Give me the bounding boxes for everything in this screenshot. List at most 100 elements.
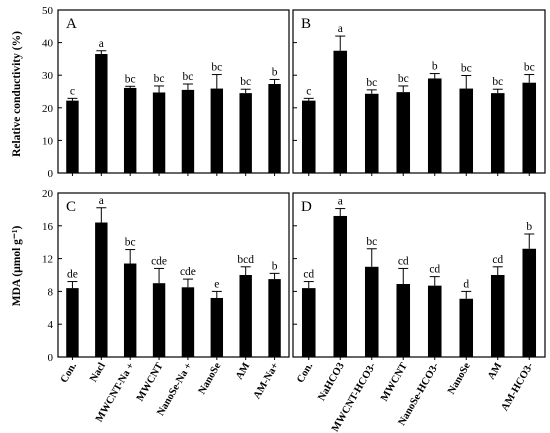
- y-tick-label: 0: [48, 352, 54, 364]
- bar: [210, 297, 224, 357]
- bar: [301, 100, 316, 173]
- y-tick-label: 16: [42, 221, 54, 233]
- significance-label: bc: [398, 73, 409, 85]
- bar: [364, 93, 379, 173]
- bar: [301, 288, 316, 357]
- bar: [396, 284, 411, 357]
- y-tick-label: 8: [48, 286, 54, 298]
- bar: [239, 93, 252, 173]
- bar: [95, 54, 108, 174]
- significance-label: bc: [125, 237, 136, 249]
- significance-label: bc: [366, 77, 377, 89]
- significance-label: c: [70, 85, 75, 97]
- significance-label: cd: [492, 254, 503, 266]
- category-label: NaHCO3: [316, 361, 347, 403]
- significance-label: b: [526, 221, 532, 233]
- y-tick-label: 12: [42, 254, 53, 266]
- significance-label: de: [67, 269, 78, 281]
- significance-label: cd: [429, 264, 440, 276]
- bar: [268, 84, 281, 173]
- bar: [95, 222, 108, 357]
- category-label: MWCNT: [135, 361, 166, 403]
- bar: [333, 50, 348, 173]
- y-tick-label: 50: [42, 5, 54, 17]
- significance-label: cd: [398, 255, 409, 267]
- panel-letter: D: [301, 199, 312, 215]
- y-tick-label: 4: [48, 319, 54, 331]
- significance-label: cde: [151, 255, 167, 267]
- category-label: Nacl: [88, 361, 108, 384]
- panel-D: DcdCon.aNaHCO3bcMWCNT-HCO3-cdMWCNTcdNano…: [292, 192, 546, 433]
- significance-label: bc: [125, 73, 136, 85]
- y-axis-label-bottom: MDA (μmol g⁻¹): [11, 226, 23, 307]
- category-label: Con.: [295, 361, 315, 385]
- panel-frame: [57, 9, 290, 174]
- significance-label: b: [272, 66, 278, 78]
- significance-label: b: [272, 260, 278, 272]
- category-label: Con.: [59, 361, 79, 385]
- bar: [427, 78, 442, 173]
- category-label: NanoSe: [197, 361, 224, 397]
- bar: [66, 100, 79, 173]
- significance-label: d: [463, 278, 469, 290]
- bar: [123, 87, 137, 173]
- significance-label: bcd: [237, 254, 254, 266]
- bar: [364, 266, 379, 357]
- panel-B: Bc a bc bc b bc bc bc: [292, 9, 546, 176]
- bar: [181, 287, 195, 357]
- bar: [181, 89, 195, 173]
- significance-label: bc: [211, 62, 222, 74]
- y-tick-label: 30: [42, 70, 54, 82]
- significance-label: cde: [180, 266, 196, 278]
- significance-label: a: [99, 195, 104, 207]
- significance-label: cd: [303, 269, 314, 281]
- bar: [66, 288, 79, 357]
- significance-label: bc: [240, 76, 251, 88]
- panel-A: A 0 10 20 30 40 50 c a bc bc bc bc bc b: [42, 5, 290, 180]
- bar: [459, 298, 474, 357]
- significance-label: c: [306, 85, 311, 97]
- significance-label: a: [338, 196, 343, 208]
- panel-frame: [292, 192, 546, 358]
- category-label: AM: [486, 361, 504, 382]
- bar: [427, 285, 442, 357]
- bar: [333, 215, 348, 357]
- y-tick-label: 0: [48, 168, 54, 180]
- bar: [239, 275, 252, 357]
- significance-label: bc: [461, 63, 472, 75]
- panel-letter: C: [66, 199, 76, 215]
- bar: [152, 283, 166, 357]
- significance-label: bc: [154, 73, 165, 85]
- y-tick-label: 40: [42, 38, 54, 50]
- significance-label: a: [338, 23, 343, 35]
- bar: [522, 82, 537, 173]
- bar: [490, 275, 505, 357]
- y-tick-label: 20: [42, 188, 54, 200]
- panel-letter: A: [66, 16, 77, 32]
- category-label: AM: [234, 361, 252, 382]
- significance-label: a: [99, 38, 104, 50]
- significance-label: bc: [524, 62, 535, 74]
- significance-label: b: [432, 61, 438, 73]
- y-axis-label-top: Relative conductivity (%): [11, 31, 23, 157]
- panel-frame: [292, 9, 546, 174]
- panel-letter: B: [301, 16, 311, 32]
- bar: [522, 248, 537, 357]
- significance-label: e: [214, 278, 219, 290]
- bar: [396, 92, 411, 173]
- bar: [152, 92, 166, 173]
- category-label: AM-HCO3-: [499, 361, 536, 413]
- bar: [459, 88, 474, 173]
- bar: [490, 93, 505, 173]
- significance-label: bc: [366, 236, 377, 248]
- panel-frame: [57, 192, 290, 358]
- significance-label: bc: [492, 76, 503, 88]
- bar: [268, 279, 281, 357]
- bar: [210, 88, 224, 173]
- category-label: NanoSe: [446, 361, 473, 397]
- y-tick-label: 10: [42, 135, 54, 147]
- category-label: AM-Na+: [252, 361, 281, 401]
